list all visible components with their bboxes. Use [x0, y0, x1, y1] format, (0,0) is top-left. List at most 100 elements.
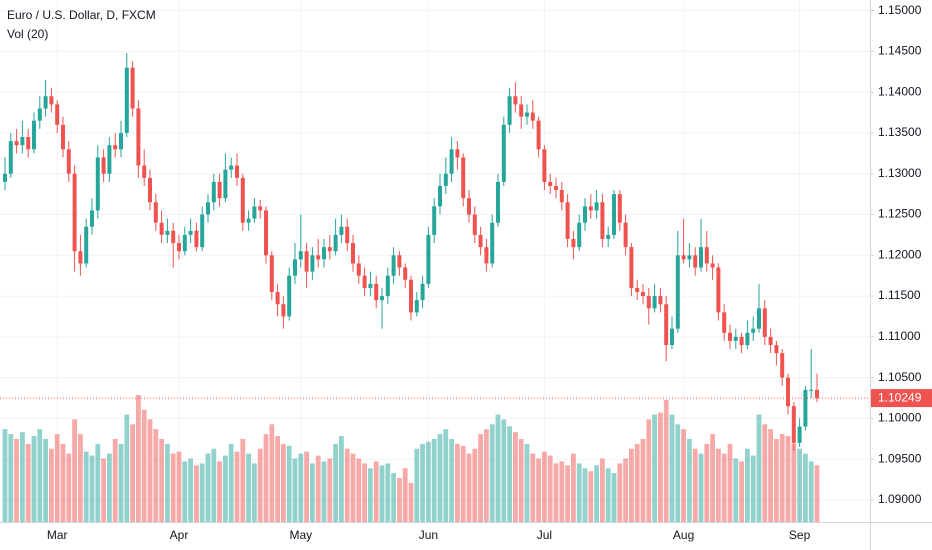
candle-body — [565, 202, 570, 239]
volume-bar — [8, 434, 14, 522]
candle-body — [484, 247, 489, 264]
candle-body — [606, 234, 611, 239]
candle-body — [704, 247, 709, 264]
candle-body — [455, 149, 460, 158]
candle-body — [14, 141, 19, 146]
candle-body — [530, 112, 535, 121]
candle-body — [148, 177, 152, 203]
volume-bar — [176, 451, 182, 522]
volume-bar — [43, 438, 48, 522]
candle-body — [757, 308, 761, 329]
volume-bar — [803, 453, 808, 522]
candle-body — [513, 96, 518, 105]
volume-bar — [234, 451, 240, 522]
candle-body — [165, 230, 170, 235]
volume-bar — [60, 443, 66, 522]
candle-body — [78, 251, 83, 264]
volume-bar — [315, 455, 321, 522]
candle-body — [374, 283, 379, 301]
volume-bar — [136, 395, 141, 522]
candle-body — [768, 336, 773, 346]
volume-bar — [194, 465, 199, 522]
volume-bar — [605, 468, 611, 522]
candle-body — [380, 296, 384, 301]
volume-bar — [275, 436, 280, 522]
candle-body — [588, 206, 593, 211]
volume-bar — [14, 438, 19, 522]
candle-body — [693, 255, 698, 268]
y-tick-label: 1.10500 — [878, 370, 922, 384]
axes: 1.09000 1.09500 1.10000 1.10500 1.11000 1.115… — [0, 3, 932, 542]
candle-body — [3, 173, 7, 182]
volume-bar — [420, 443, 425, 522]
volume-bar — [368, 468, 373, 522]
candle-body — [362, 275, 367, 288]
volume-bar — [559, 461, 565, 522]
volume-bar — [223, 455, 228, 522]
volume-bar — [687, 438, 692, 522]
volume-bar — [78, 434, 83, 522]
candle-body — [472, 214, 477, 235]
volume-bar — [681, 429, 686, 522]
volume-bar — [588, 471, 594, 522]
candle-body — [49, 96, 54, 105]
volume-bar — [704, 443, 710, 522]
volume-bar — [669, 414, 675, 522]
candle-body — [8, 141, 13, 174]
x-tick-label: Jul — [537, 528, 552, 542]
candle-body — [339, 226, 344, 235]
candle-body — [461, 157, 466, 199]
volume-bar — [716, 448, 721, 522]
candle-body — [211, 181, 216, 203]
volume-bar — [147, 419, 153, 522]
y-tick-label: 1.10000 — [878, 411, 922, 425]
candle-body — [182, 234, 187, 252]
candle-body — [525, 112, 529, 117]
x-tick-label: Aug — [673, 528, 694, 542]
volume-bar — [379, 465, 385, 522]
y-tick-label: 1.14000 — [878, 84, 922, 98]
volume-bar — [791, 443, 797, 522]
candle-body — [90, 210, 94, 227]
y-tick-label: 1.15000 — [878, 3, 922, 17]
volume-bar — [205, 453, 211, 522]
candle-body — [153, 202, 158, 223]
volume-bar — [634, 443, 640, 522]
indicator-label: Vol (20) — [7, 27, 48, 41]
candle-body — [600, 202, 605, 239]
candle-body — [745, 332, 750, 346]
candle-body — [32, 120, 36, 150]
candle-body — [675, 255, 680, 329]
x-tick-label: Mar — [47, 528, 68, 542]
volume-bar — [286, 445, 292, 522]
volume-bar — [507, 426, 512, 522]
candle-body — [641, 291, 645, 297]
candle-body — [223, 169, 228, 199]
volume-bar — [611, 473, 617, 522]
candle-body — [322, 247, 326, 260]
volume-bar — [246, 453, 251, 522]
chart-title: Euro / U.S. Dollar, D, FXCM — [7, 8, 156, 22]
volume-bar — [362, 463, 367, 522]
x-tick-label: Apr — [170, 528, 189, 542]
candle-body — [130, 67, 135, 109]
candle-body — [107, 145, 112, 174]
volume-bar — [518, 438, 524, 522]
volume-bar — [263, 434, 269, 522]
candle-body — [501, 124, 506, 182]
candle-body — [438, 185, 442, 207]
candle-body — [733, 336, 738, 341]
volume-bar — [721, 453, 727, 522]
candle-body — [623, 222, 628, 248]
candle-body — [786, 377, 790, 407]
candle-body — [670, 328, 674, 346]
candle-body — [507, 96, 512, 125]
candle-body — [414, 300, 419, 313]
candle-body — [252, 206, 257, 219]
candle-body — [287, 275, 292, 317]
candle-body — [351, 243, 355, 264]
candle-body — [61, 124, 65, 150]
volume-bar — [37, 429, 43, 522]
candle-body — [84, 226, 89, 264]
